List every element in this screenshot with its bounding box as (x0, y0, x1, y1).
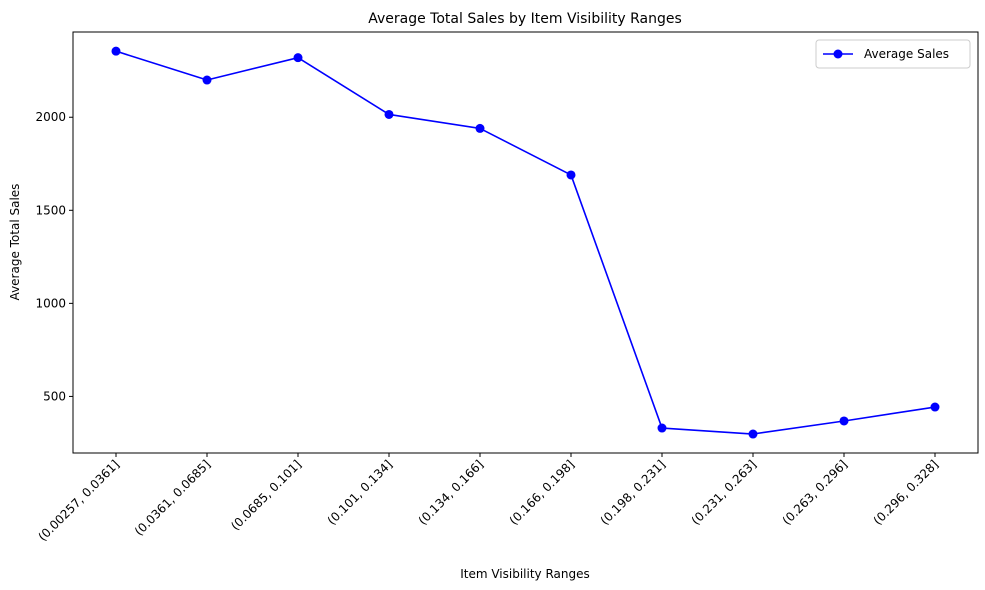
plot-area: 500 1000 1500 2000 (0.00257, 0.0361] (0.0361… (35, 31, 979, 544)
x-tick-label: (0.198, 0.231] (598, 457, 669, 528)
chart-title: Average Total Sales by Item Visibility R… (368, 11, 682, 27)
series-line (115, 50, 936, 435)
y-tick-label: 500 (43, 389, 66, 403)
y-tick-label: 1500 (35, 203, 66, 217)
legend-label: Average Sales (864, 47, 949, 61)
series-layer (111, 46, 940, 439)
legend-marker (833, 49, 843, 59)
y-axis-label: Average Total Sales (8, 184, 22, 301)
data-point (111, 46, 121, 56)
x-tick-label: (0.166, 0.198] (507, 457, 578, 528)
legend-box (815, 39, 971, 69)
legend: Average Sales (815, 39, 971, 69)
x-tick-label: (0.0361, 0.0685] (132, 457, 213, 538)
x-axis: (0.00257, 0.0361] (0.0361, 0.0685] (0.0685… (35, 453, 941, 544)
x-tick-label: (0.101, 0.134] (325, 457, 396, 528)
data-point (839, 416, 849, 426)
y-tick-label: 2000 (35, 110, 66, 124)
x-axis-label: Item Visibility Ranges (460, 567, 590, 581)
x-tick-label: (0.231, 0.263] (689, 457, 760, 528)
data-point (475, 123, 485, 133)
data-point (384, 109, 394, 119)
data-point (566, 170, 576, 180)
x-tick-label: (0.134, 0.166] (416, 457, 487, 528)
data-point (930, 402, 940, 412)
x-tick-label: (0.00257, 0.0361] (35, 457, 122, 544)
data-point (202, 75, 212, 85)
y-axis: 500 1000 1500 2000 (35, 110, 73, 403)
x-tick-label: (0.0685, 0.101] (228, 457, 304, 533)
data-point (748, 429, 758, 439)
plot-frame (72, 31, 979, 454)
data-point (293, 53, 303, 63)
x-tick-label: (0.296, 0.328] (871, 457, 942, 528)
data-point (657, 423, 667, 433)
y-tick-label: 1000 (35, 296, 66, 310)
x-tick-label: (0.263, 0.296] (780, 457, 851, 528)
